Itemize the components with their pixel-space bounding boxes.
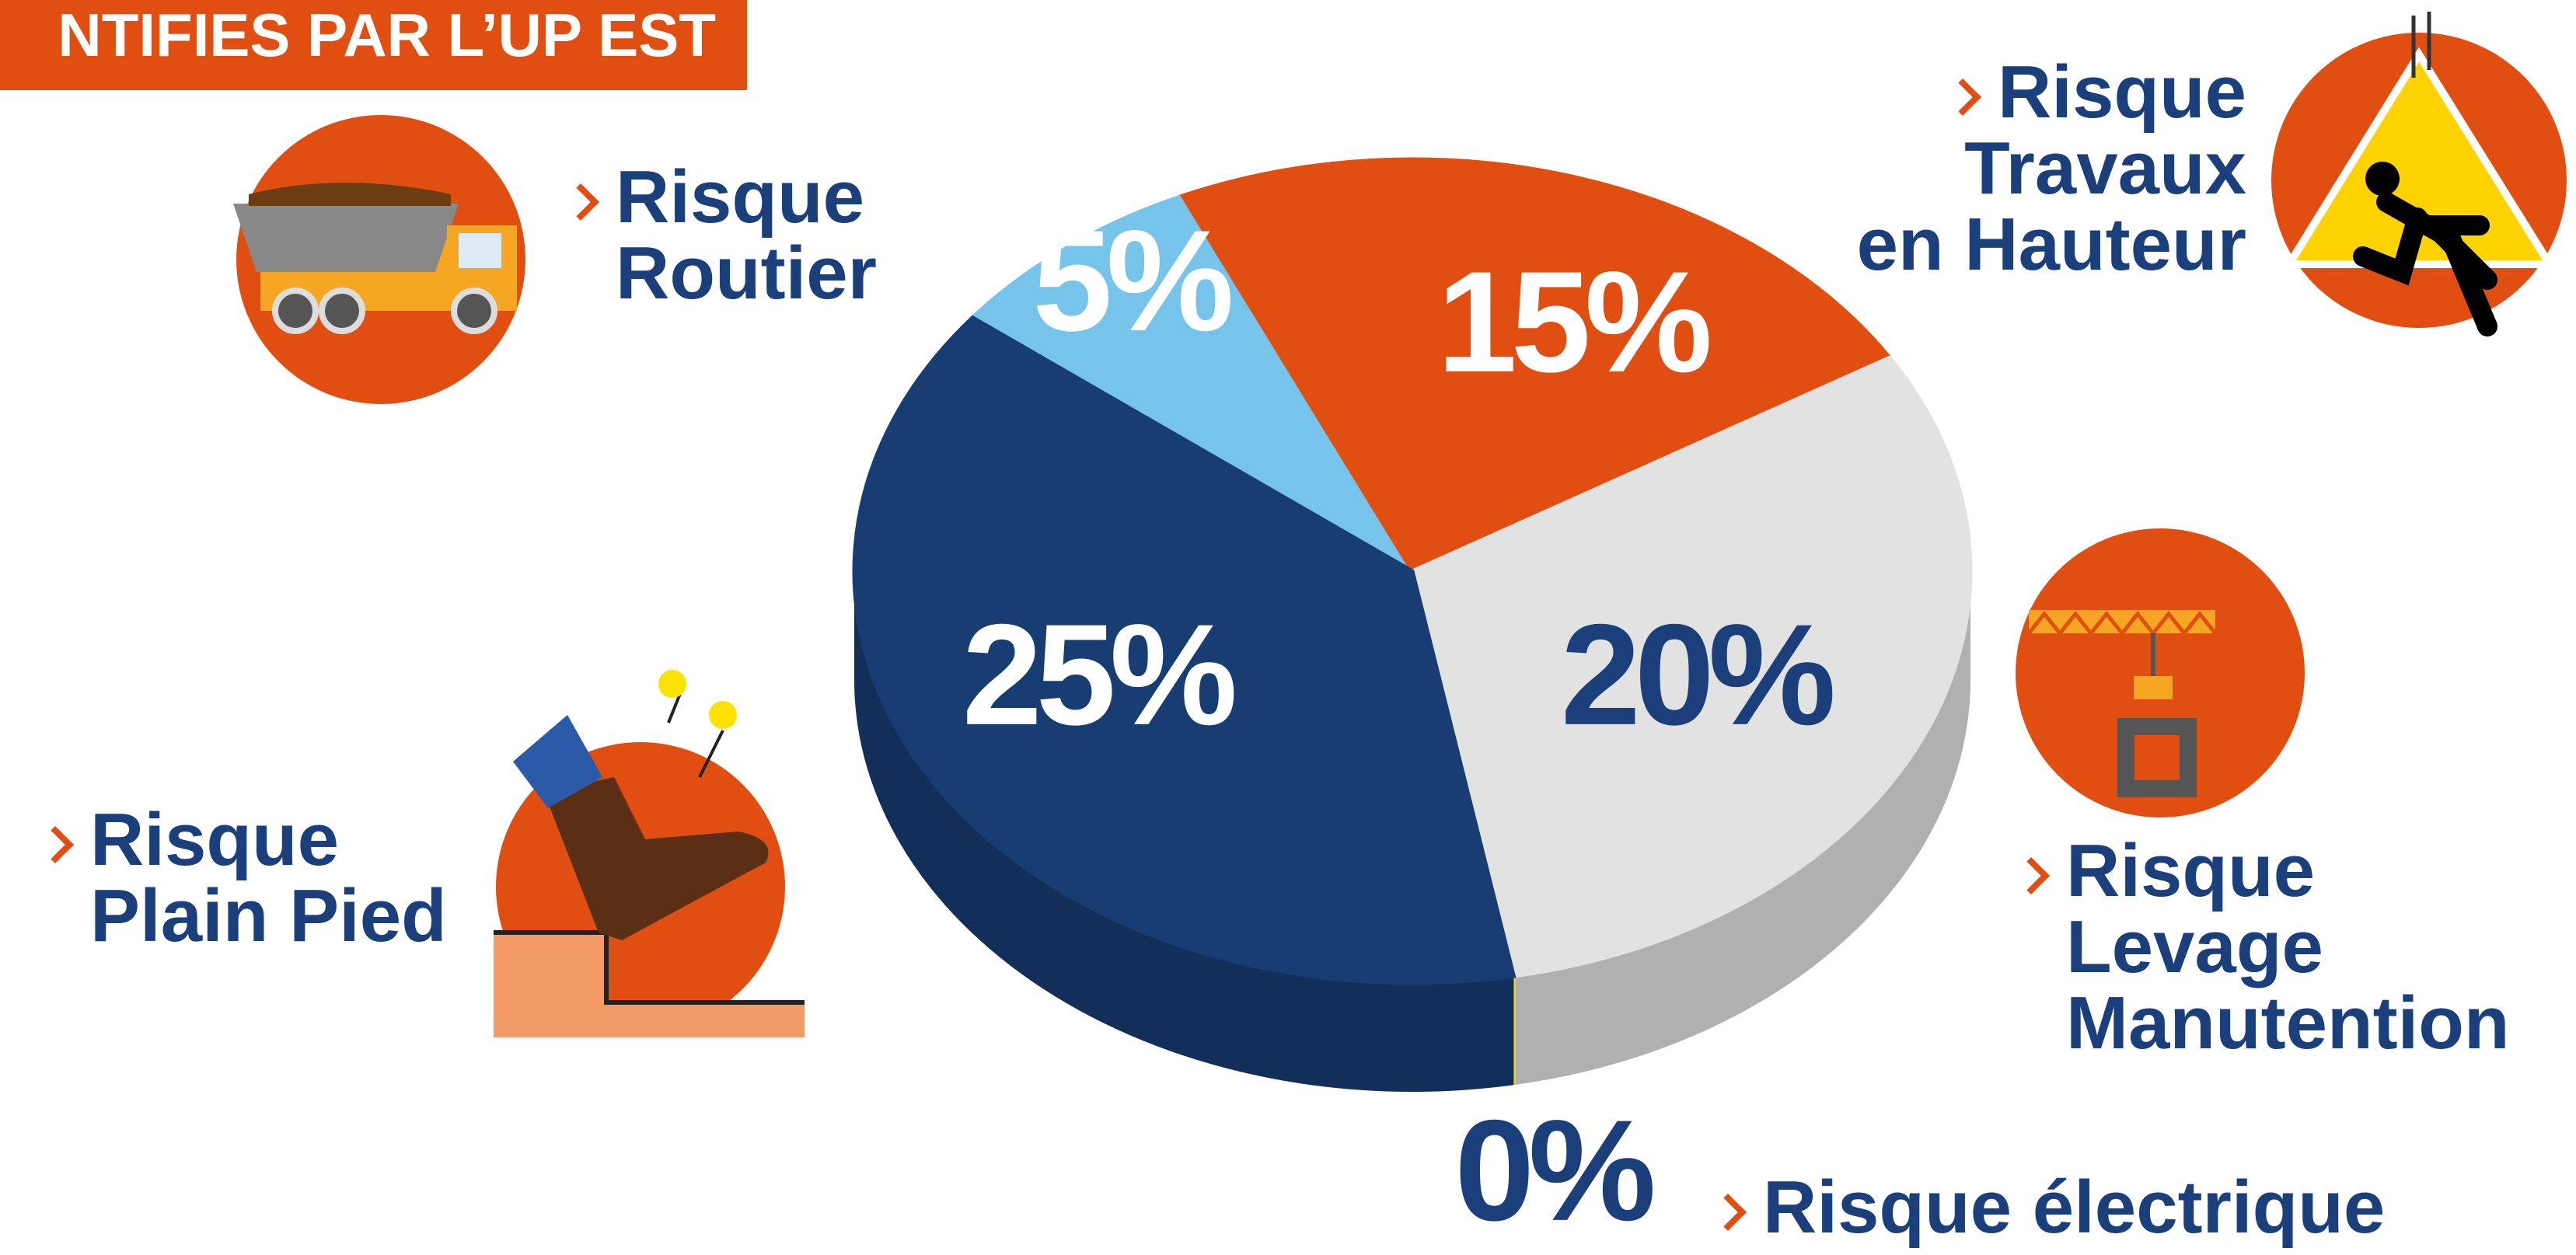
slice-side-shade [854,571,1514,1093]
value-label: 0% [1454,1091,1653,1251]
slice-top [852,315,1517,985]
value-label: 15% [1437,242,1709,403]
icon-fall [2271,12,2567,336]
category-label: Risque Levage Manutention [2066,829,2510,1065]
slice-top [969,193,1415,573]
category-label: Risque électrique [1763,1166,2386,1249]
pie-slice [852,315,1517,1093]
title-banner: NTIFIES PAR L’UP EST [0,0,747,90]
slice-top [1410,355,1973,978]
icon-truck [233,115,525,404]
icon-trip [494,670,805,1037]
category-label: Risque Travaux en Hauteur [1856,51,2246,286]
pie-slice [1179,157,1893,574]
category-label: Risque Routier [616,155,877,315]
category-label: Risque Plain Pied [90,798,447,957]
pie-slice [1410,355,1973,1086]
value-label: 25% [962,595,1234,755]
slice-side-shade [1513,571,1970,1086]
pie-slice [969,193,1415,573]
slice-top [1179,157,1893,574]
slice-side [1513,571,1970,1086]
icon-crane [2016,528,2305,817]
value-label: 5% [1032,201,1230,361]
value-label: 20% [1561,595,1833,755]
slice-side [854,571,1514,1093]
